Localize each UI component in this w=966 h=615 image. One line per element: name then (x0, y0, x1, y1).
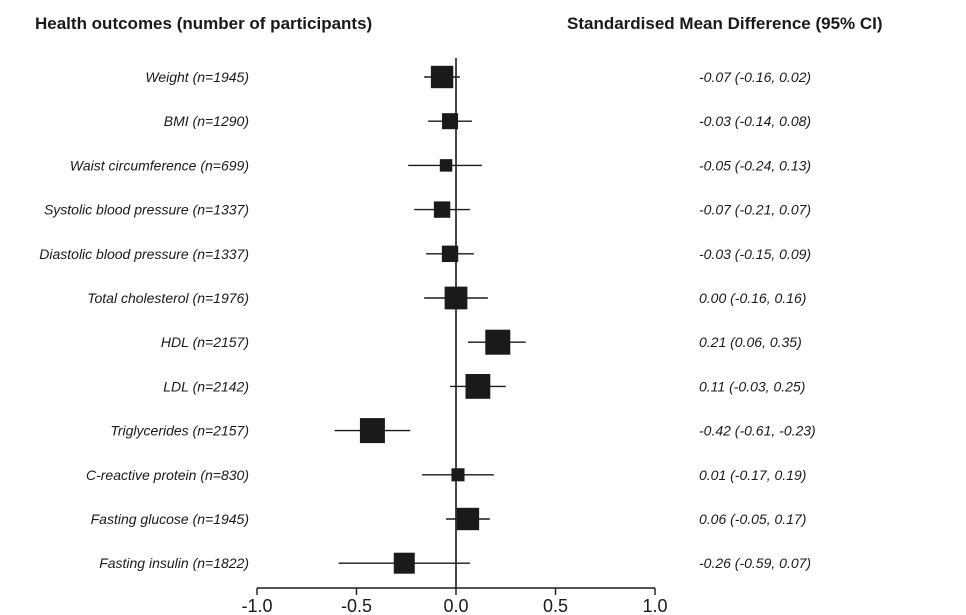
ci-value-label: 0.21 (0.06, 0.35) (699, 334, 802, 350)
right-column-header: Standardised Mean Difference (95% CI) (567, 14, 883, 33)
ci-value-label: -0.26 (-0.59, 0.07) (699, 555, 811, 571)
outcome-label: Fasting insulin (n=1822) (99, 555, 249, 571)
estimate-marker (442, 113, 459, 130)
ci-value-label: -0.42 (-0.61, -0.23) (699, 423, 816, 439)
ci-value-label: -0.07 (-0.16, 0.02) (699, 69, 811, 85)
outcome-label: BMI (n=1290) (164, 113, 249, 129)
ci-value-label: 0.01 (-0.17, 0.19) (699, 467, 806, 483)
ci-value-label: 0.00 (-0.16, 0.16) (699, 290, 806, 306)
outcome-label: Diastolic blood pressure (n=1337) (39, 246, 249, 262)
outcome-label: Fasting glucose (n=1945) (91, 511, 249, 527)
outcome-label: Total cholesterol (n=1976) (87, 290, 249, 306)
estimate-marker (444, 286, 468, 310)
ci-value-label: -0.05 (-0.24, 0.13) (699, 157, 811, 173)
estimate-marker (465, 373, 491, 399)
ci-value-label: -0.07 (-0.21, 0.07) (699, 202, 811, 218)
estimate-marker (359, 418, 385, 444)
estimate-marker (430, 65, 454, 89)
estimate-marker (451, 468, 465, 482)
x-tick-label: -0.5 (341, 596, 372, 615)
ci-value-label: -0.03 (-0.15, 0.09) (699, 246, 811, 262)
estimate-marker (433, 201, 451, 218)
ci-value-label: -0.03 (-0.14, 0.08) (699, 113, 811, 129)
estimate-marker (456, 507, 480, 531)
outcome-label: HDL (n=2157) (161, 334, 249, 350)
estimate-marker (485, 329, 511, 355)
estimate-marker (441, 245, 459, 262)
outcome-label: Weight (n=1945) (145, 69, 249, 85)
ci-value-label: 0.06 (-0.05, 0.17) (699, 511, 806, 527)
estimate-marker (393, 552, 415, 574)
x-tick-label: -1.0 (241, 596, 272, 615)
outcome-label: Waist circumference (n=699) (70, 157, 249, 173)
outcome-label: Triglycerides (n=2157) (110, 423, 249, 439)
outcome-label: LDL (n=2142) (163, 378, 249, 394)
x-tick-label: 1.0 (642, 596, 667, 615)
estimate-marker (439, 159, 453, 172)
outcome-label: Systolic blood pressure (n=1337) (44, 202, 249, 218)
outcome-label: C-reactive protein (n=830) (86, 467, 249, 483)
x-tick-label: 0.0 (443, 596, 468, 615)
ci-value-label: 0.11 (-0.03, 0.25) (699, 378, 805, 394)
x-tick-label: 0.5 (543, 596, 568, 615)
left-column-header: Health outcomes (number of participants) (35, 14, 373, 33)
